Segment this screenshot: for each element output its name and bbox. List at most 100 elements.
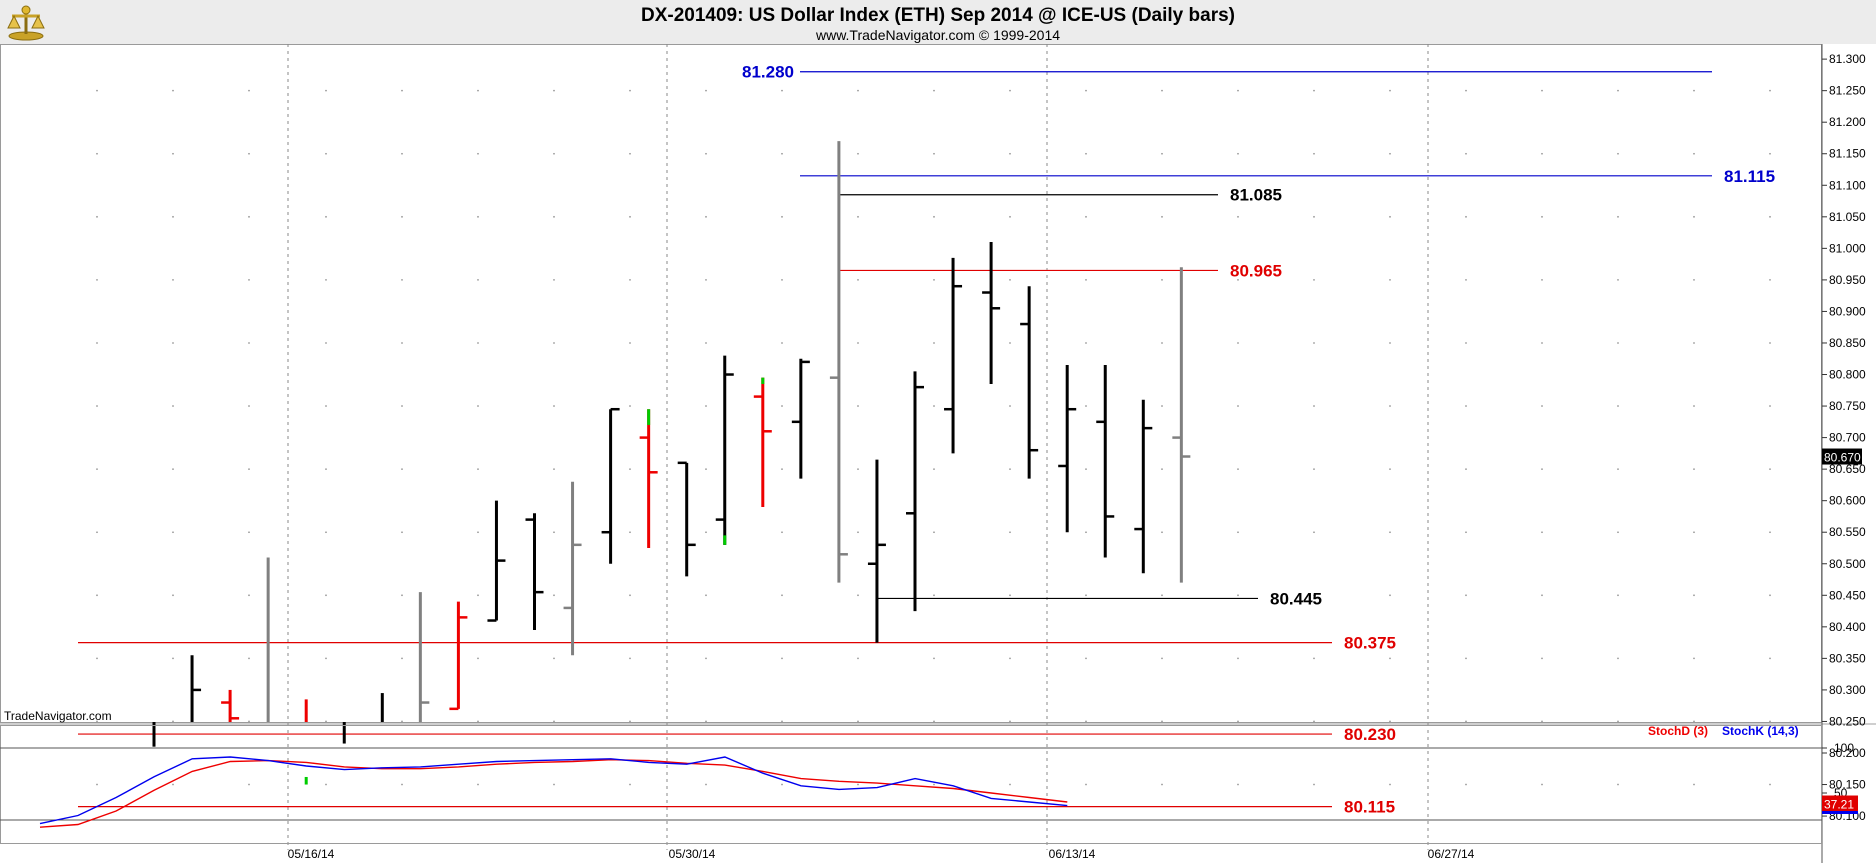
grid-dot bbox=[1541, 405, 1543, 407]
grid-dot bbox=[1313, 278, 1315, 281]
level-label: 80.375 bbox=[1344, 634, 1396, 653]
grid-dot bbox=[933, 278, 935, 281]
y-tick-label: 81.250 bbox=[1829, 84, 1866, 98]
grid-dot bbox=[933, 657, 935, 660]
grid-dot bbox=[781, 89, 783, 92]
grid-dot bbox=[325, 468, 327, 471]
grid-dot bbox=[629, 405, 631, 407]
grid-dot bbox=[781, 594, 783, 597]
grid-dot bbox=[629, 152, 631, 155]
grid-dot bbox=[1769, 152, 1771, 155]
grid-dot bbox=[248, 720, 250, 723]
y-tick-label: 80.900 bbox=[1829, 304, 1866, 318]
grid-dot bbox=[1465, 720, 1467, 723]
grid-dot bbox=[325, 720, 327, 723]
grid-dot bbox=[401, 152, 403, 155]
grid-dot bbox=[933, 215, 935, 218]
grid-dot bbox=[705, 215, 707, 218]
grid-dot bbox=[1313, 152, 1315, 155]
grid-dot bbox=[629, 278, 631, 281]
grid-dot bbox=[1389, 720, 1391, 723]
grid-dot bbox=[1617, 720, 1619, 723]
grid-dot bbox=[1313, 720, 1315, 723]
grid-dot bbox=[553, 594, 555, 597]
grid-dot bbox=[1161, 468, 1163, 471]
header-band bbox=[0, 0, 1876, 44]
grid-dot bbox=[1237, 152, 1239, 155]
grid-dot bbox=[1085, 657, 1087, 660]
grid-dot bbox=[96, 468, 98, 471]
grid-dot bbox=[1617, 215, 1619, 218]
grid-dot bbox=[1617, 657, 1619, 660]
grid-dot bbox=[172, 405, 174, 407]
grid-dot bbox=[248, 342, 250, 344]
grid-dot bbox=[96, 278, 98, 281]
grid-dot bbox=[1693, 278, 1695, 281]
grid-dot bbox=[857, 594, 859, 597]
y-tick-label: 80.150 bbox=[1829, 778, 1866, 792]
grid-dot bbox=[1313, 594, 1315, 597]
grid-dot bbox=[1465, 89, 1467, 92]
y-tick-label: 80.500 bbox=[1829, 557, 1866, 571]
grid-dot bbox=[1465, 342, 1467, 344]
grid-dot bbox=[553, 342, 555, 344]
grid-dot bbox=[1313, 89, 1315, 92]
grid-dot bbox=[172, 215, 174, 218]
grid-dot bbox=[781, 720, 783, 723]
grid-dot bbox=[1237, 342, 1239, 344]
grid-dot bbox=[1617, 278, 1619, 281]
grid-dot bbox=[1009, 594, 1011, 597]
watermark: TradeNavigator.com bbox=[4, 709, 112, 723]
grid-dot bbox=[1389, 594, 1391, 597]
grid-dot bbox=[705, 720, 707, 723]
grid-dot bbox=[1693, 405, 1695, 407]
grid-dot bbox=[1541, 89, 1543, 92]
grid-dot bbox=[933, 783, 935, 786]
y-tick-label: 80.750 bbox=[1829, 399, 1866, 413]
grid-dot bbox=[477, 531, 479, 534]
grid-dot bbox=[401, 89, 403, 92]
grid-dot bbox=[96, 720, 98, 723]
grid-dot bbox=[553, 405, 555, 407]
grid-dot bbox=[325, 342, 327, 344]
y-tick-label: 80.250 bbox=[1829, 714, 1866, 728]
x-tick-label: 06/27/14 bbox=[1428, 847, 1475, 861]
grid-dot bbox=[857, 405, 859, 407]
grid-dot bbox=[172, 89, 174, 92]
grid-dot bbox=[96, 215, 98, 218]
grid-dot bbox=[1009, 89, 1011, 92]
grid-dot bbox=[781, 152, 783, 155]
y-tick-label: 81.100 bbox=[1829, 178, 1866, 192]
grid-dot bbox=[1085, 531, 1087, 534]
grid-dot bbox=[857, 152, 859, 155]
grid-dot bbox=[1693, 657, 1695, 660]
grid-dot bbox=[1313, 405, 1315, 407]
grid-dot bbox=[705, 468, 707, 471]
grid-dot bbox=[705, 783, 707, 786]
grid-dot bbox=[857, 342, 859, 344]
grid-dot bbox=[1237, 278, 1239, 281]
grid-dot bbox=[477, 720, 479, 723]
grid-dot bbox=[1465, 468, 1467, 471]
stoch-tick-label: 100 bbox=[1834, 741, 1854, 755]
grid-dot bbox=[1237, 468, 1239, 471]
grid-dot bbox=[553, 152, 555, 155]
grid-dot bbox=[1769, 594, 1771, 597]
grid-dot bbox=[629, 342, 631, 344]
grid-dot bbox=[629, 531, 631, 534]
grid-dot bbox=[248, 783, 250, 786]
stoch-last-label: 37.21 bbox=[1824, 798, 1854, 812]
grid-dot bbox=[1769, 783, 1771, 786]
grid-dot bbox=[401, 278, 403, 281]
level-label: 80.965 bbox=[1230, 261, 1282, 280]
grid-dot bbox=[1161, 342, 1163, 344]
grid-dot bbox=[1009, 720, 1011, 723]
legend-stochk: StochK (14,3) bbox=[1722, 724, 1799, 738]
grid-dot bbox=[248, 657, 250, 660]
grid-dot bbox=[1465, 152, 1467, 155]
grid-dot bbox=[1617, 531, 1619, 534]
grid-dot bbox=[1085, 405, 1087, 407]
grid-dot bbox=[1085, 278, 1087, 281]
grid-dot bbox=[1313, 468, 1315, 471]
y-tick-label: 80.950 bbox=[1829, 273, 1866, 287]
